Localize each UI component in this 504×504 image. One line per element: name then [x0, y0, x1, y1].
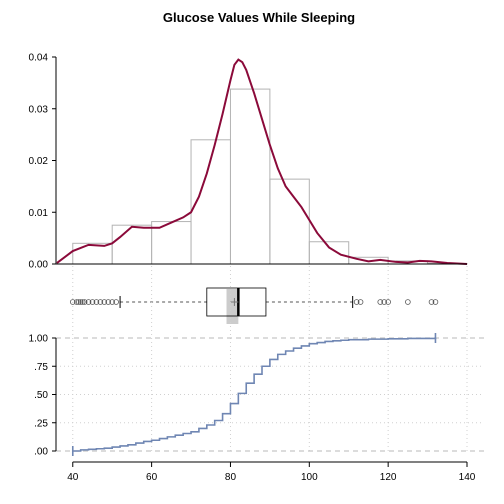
hist-y-tick-label-4: 0.04: [29, 53, 49, 64]
hist-y-tick-label-1: 0.01: [29, 208, 49, 219]
ecdf-panel: .00 .25 .50 .75 1.00 40 60 80 100 120 140: [29, 266, 484, 483]
outlier-point-12: [109, 299, 115, 305]
ecdf-y-tick-label-2: .50: [34, 390, 48, 401]
outlier-point-18: [385, 299, 391, 305]
hist-bar-1: [111, 224, 153, 265]
ecdf-x-tick-label-0: 40: [67, 472, 79, 483]
outlier-point-3: [77, 299, 84, 305]
outlier-point-11: [105, 299, 112, 305]
ecdf-step-line: [72, 337, 437, 452]
boxplot-panel: [69, 287, 439, 324]
outlier-point-16: [377, 299, 384, 305]
ecdf-x-tick-label-2: 80: [225, 472, 237, 483]
outlier-point-21: [432, 299, 439, 305]
histogram-panel: 0.00 0.01 0.02 0.03 0.04: [29, 53, 468, 271]
median-notch: [226, 289, 239, 324]
density-curve: [56, 58, 468, 265]
chart-title: Glucose Values While Sleeping: [163, 10, 355, 25]
outlier-point-8: [93, 299, 100, 305]
outlier-point-14: [353, 299, 360, 305]
ecdf-x-tick-label-1: 60: [146, 472, 158, 483]
hist-y-tick-label-3: 0.03: [29, 104, 49, 115]
outlier-point-0: [69, 299, 76, 305]
hist-bar-4: [229, 88, 271, 265]
box-iqr: [206, 287, 267, 317]
ecdf-x-tick-label-5: 140: [459, 472, 476, 483]
outlier-point-9: [97, 299, 104, 305]
ecdf-y-tick-label-1: .25: [34, 418, 48, 429]
hist-y-tick-label-0: 0.00: [29, 260, 49, 271]
outlier-point-17: [381, 299, 388, 305]
outlier-point-6: [85, 299, 92, 305]
outlier-point-15: [357, 299, 364, 305]
hist-bar-6: [308, 241, 350, 265]
ecdf-y-tick-label-3: .75: [34, 362, 48, 373]
outlier-point-20: [428, 299, 435, 305]
ecdf-y-tick-label-4: 1.00: [29, 334, 49, 345]
outlier-point-7: [89, 299, 96, 305]
outlier-point-4: [79, 299, 86, 305]
outlier-point-19: [405, 299, 411, 305]
hist-bar-0: [72, 242, 113, 265]
outlier-point-5: [81, 299, 88, 305]
ecdf-x-tick-label-3: 100: [301, 472, 318, 483]
ecdf-y-tick-label-0: .00: [34, 447, 48, 458]
outlier-point-13: [113, 299, 119, 305]
ecdf-x-tick-label-4: 120: [380, 472, 397, 483]
outlier-point-2: [75, 299, 82, 305]
outlier-point-10: [101, 299, 108, 305]
hist-y-tick-label-2: 0.02: [29, 156, 49, 167]
outlier-point-1: [73, 299, 80, 305]
